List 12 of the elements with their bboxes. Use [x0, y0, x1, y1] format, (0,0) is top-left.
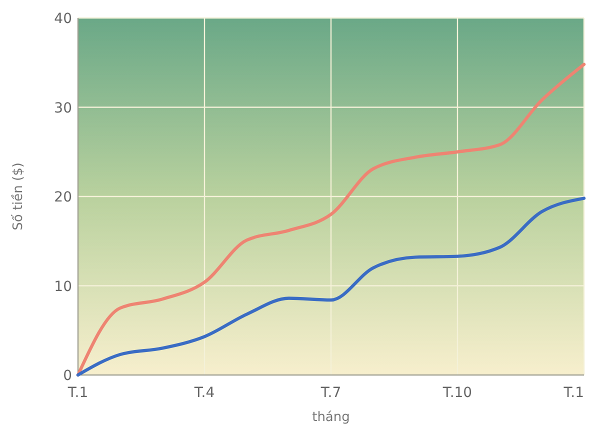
y-axis-title: Số tiền ($)	[10, 162, 26, 230]
x-tick-label: T.1	[562, 385, 584, 401]
x-tick-label: T.4	[193, 385, 215, 401]
y-tick-label: 0	[63, 368, 72, 384]
x-tick-label: T.7	[320, 385, 342, 401]
y-tick-label: 40	[54, 11, 72, 27]
x-tick-label: T.1	[66, 385, 88, 401]
y-tick-label: 20	[54, 190, 72, 206]
y-tick-label: 30	[54, 100, 72, 116]
x-tick-label: T.10	[442, 385, 472, 401]
y-tick-label: 10	[54, 278, 72, 295]
x-axis-title: tháng	[312, 410, 350, 425]
